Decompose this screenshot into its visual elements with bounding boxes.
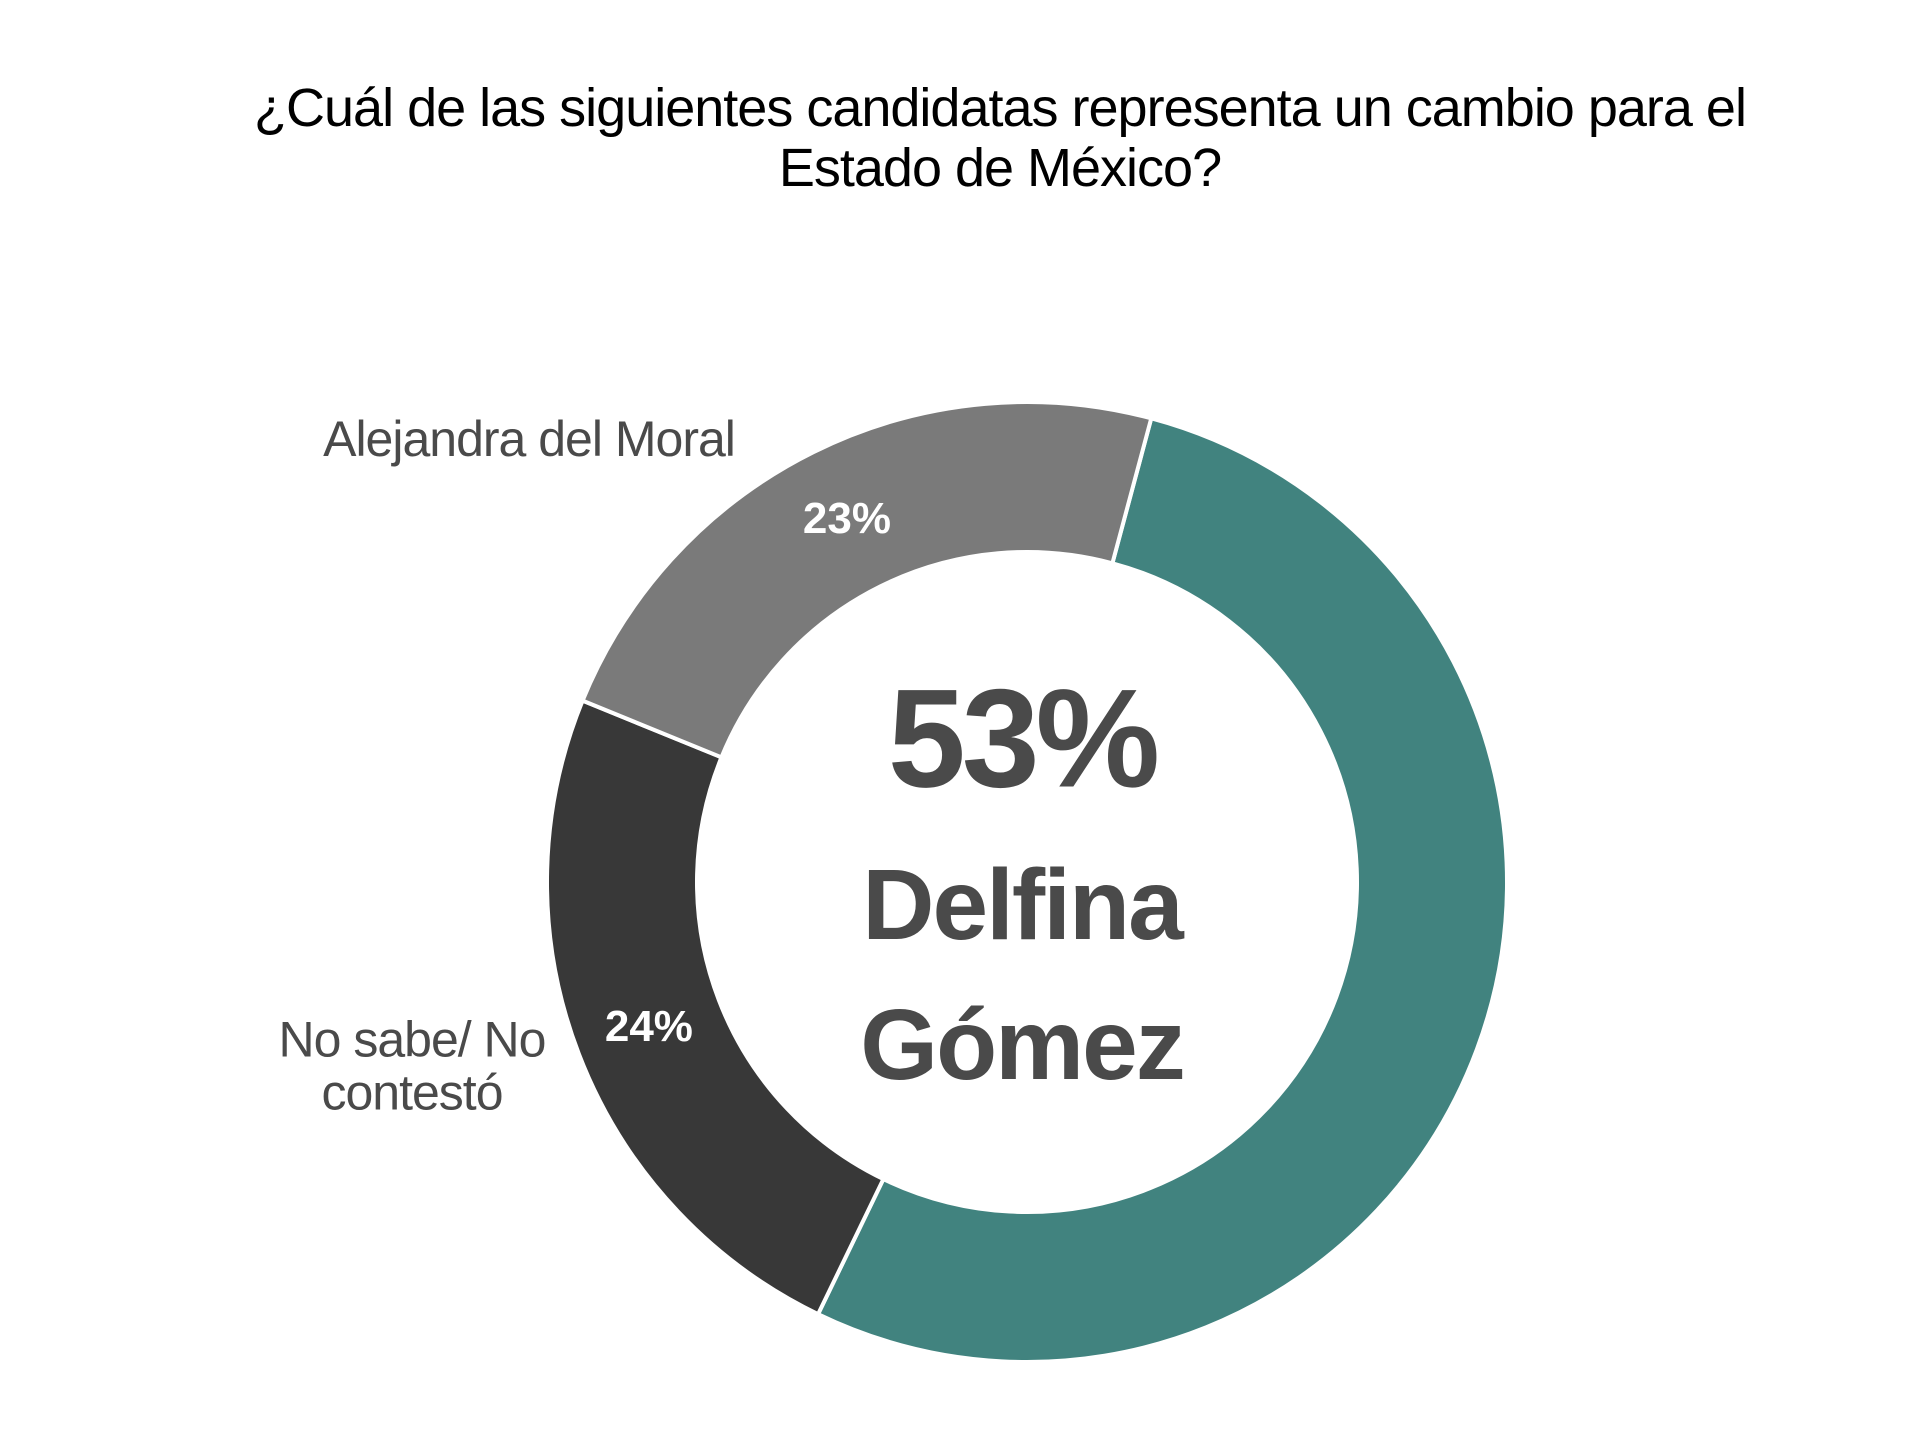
category-label: Alejandra del Moral bbox=[323, 410, 736, 467]
category-label: No sabe/ No contestó bbox=[278, 1011, 547, 1120]
value-label: 23% bbox=[802, 494, 891, 544]
center-value-label: 53% bbox=[887, 659, 1160, 817]
donut-slice bbox=[579, 400, 1154, 760]
center-category-label: Delfina Gómez bbox=[860, 849, 1185, 1101]
chart-title: ¿Cuál de las siguientes candidatas repre… bbox=[254, 78, 1747, 199]
donut-slice bbox=[815, 415, 1509, 1365]
donut-slice bbox=[545, 698, 887, 1317]
value-label: 24% bbox=[604, 1002, 693, 1052]
